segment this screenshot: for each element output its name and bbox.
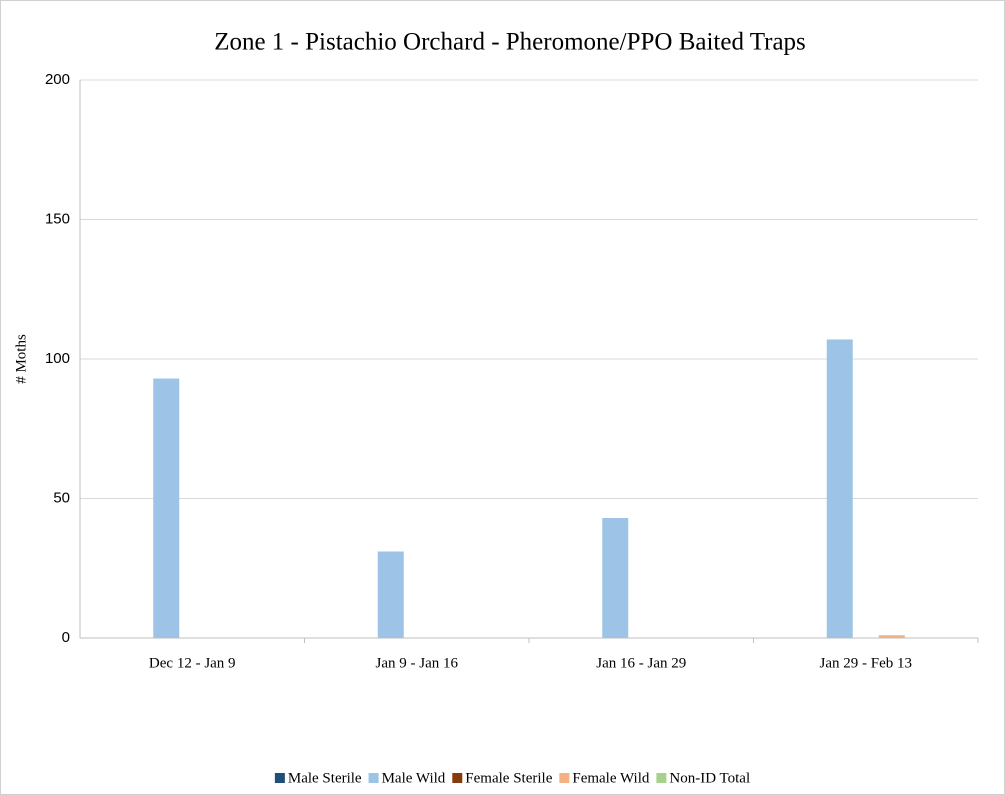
bar bbox=[826, 339, 853, 638]
y-tick-label: 150 bbox=[45, 210, 70, 227]
bar bbox=[602, 518, 629, 638]
legend-label: Female Sterile bbox=[465, 770, 552, 786]
legend-label: Male Wild bbox=[382, 770, 446, 786]
legend-swatch bbox=[452, 773, 463, 783]
x-tick-label: Jan 9 - Jan 16 bbox=[376, 655, 459, 671]
legend-swatch bbox=[559, 773, 570, 783]
chart-title: Zone 1 - Pistachio Orchard - Pheromone/P… bbox=[214, 29, 806, 56]
legend-label: Female Wild bbox=[572, 770, 650, 786]
y-tick-label: 50 bbox=[53, 489, 70, 506]
y-axis-label: # Moths bbox=[13, 334, 29, 384]
legend-swatch bbox=[656, 773, 667, 783]
legend-label: Non-ID Total bbox=[669, 770, 750, 786]
y-tick-label: 200 bbox=[45, 71, 70, 88]
legend-swatch bbox=[274, 773, 285, 783]
y-tick-label: 0 bbox=[62, 629, 70, 646]
bar bbox=[153, 378, 180, 638]
x-tick-label: Jan 16 - Jan 29 bbox=[596, 655, 686, 671]
y-tick-label: 100 bbox=[45, 350, 70, 367]
legend-label: Male Sterile bbox=[288, 770, 362, 786]
bar bbox=[377, 551, 404, 638]
legend-swatch bbox=[368, 773, 379, 783]
x-tick-label: Dec 12 - Jan 9 bbox=[149, 655, 236, 671]
bar bbox=[878, 635, 905, 638]
x-tick-label: Jan 29 - Feb 13 bbox=[820, 655, 913, 671]
